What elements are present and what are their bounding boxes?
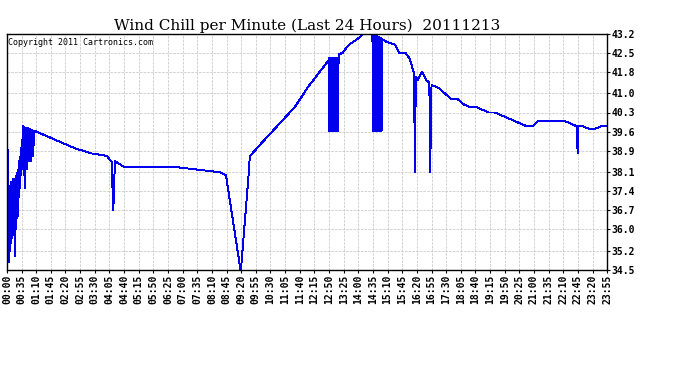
Title: Wind Chill per Minute (Last 24 Hours)  20111213: Wind Chill per Minute (Last 24 Hours) 20… xyxy=(114,18,500,33)
Text: Copyright 2011 Cartronics.com: Copyright 2011 Cartronics.com xyxy=(8,39,153,48)
